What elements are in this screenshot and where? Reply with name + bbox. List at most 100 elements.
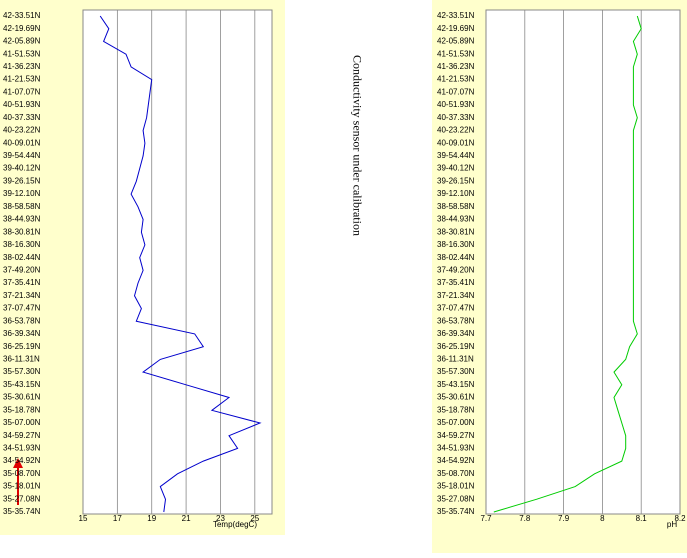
y-tick-label: 40-37.33N [437, 113, 475, 122]
note: Conductivity sensor under calibration [350, 55, 364, 236]
profile-line [99, 15, 262, 513]
plot-area [485, 9, 681, 515]
y-tick-label: 37-49.20N [3, 265, 41, 274]
y-tick-label: 40-23.22N [437, 126, 475, 135]
y-tick-label: 38-44.93N [3, 215, 41, 224]
x-tick-label: 25 [250, 514, 259, 523]
y-tick-label: 40-23.22N [3, 126, 41, 135]
y-tick-label: 41-51.53N [437, 49, 475, 58]
y-tick-label: 35-30.61N [3, 393, 41, 402]
y-tick-label: 37-21.34N [3, 291, 41, 300]
y-tick-label: 37-35.41N [437, 278, 475, 287]
y-tick-label: 42-19.69N [3, 24, 41, 33]
x-tick-label: 8.1 [636, 514, 648, 523]
x-tick-label: 17 [113, 514, 122, 523]
y-tick-label: 34-59.27N [437, 431, 475, 440]
y-tick-label: 40-51.93N [3, 100, 41, 109]
y-tick-label: 38-58.58N [3, 202, 41, 211]
x-tick-label: 8.2 [674, 514, 686, 523]
y-tick-label: 39-26.15N [3, 176, 41, 185]
y-tick-label: 41-21.53N [437, 75, 475, 84]
x-tick-label: 7.9 [558, 514, 570, 523]
y-tick-label: 36-39.34N [3, 329, 41, 338]
y-tick-label: 39-12.10N [3, 189, 41, 198]
x-tick-label: 19 [147, 514, 156, 523]
y-tick-label: 42-33.51N [3, 11, 41, 20]
y-tick-label: 35-18.78N [3, 405, 41, 414]
y-tick-label: 35-43.15N [437, 380, 475, 389]
y-tick-label: 35-27.08N [437, 494, 475, 503]
y-tick-label: 38-02.44N [437, 253, 475, 262]
plot-area [82, 9, 273, 515]
y-tick-label: 36-53.78N [3, 316, 41, 325]
y-tick-label: 40-09.01N [437, 138, 475, 147]
y-tick-label: 36-11.31N [3, 354, 40, 363]
y-tick-label: 38-16.30N [3, 240, 41, 249]
y-tick-label: 34-51.93N [3, 444, 41, 453]
y-tick-label: 35-43.15N [3, 380, 41, 389]
y-tick-label: 41-51.53N [3, 49, 41, 58]
y-tick-label: 34-59.27N [3, 431, 41, 440]
x-tick-label: 7.7 [480, 514, 492, 523]
y-tick-label: 38-16.30N [437, 240, 475, 249]
y-tick-label: 37-07.47N [3, 304, 41, 313]
y-tick-label: 35-18.78N [437, 405, 475, 414]
y-tick-label: 35-08.70N [3, 469, 41, 478]
x-tick-label: 7.8 [519, 514, 531, 523]
y-tick-label: 38-02.44N [3, 253, 41, 262]
y-tick-label: 39-54.44N [3, 151, 41, 160]
x-tick-label: 21 [182, 514, 191, 523]
y-tick-label: 41-07.07N [437, 87, 475, 96]
y-tick-label: 40-51.93N [437, 100, 475, 109]
y-tick-label: 35-27.08N [3, 494, 41, 503]
y-tick-label: 35-35.74N [437, 507, 475, 516]
y-tick-label: 40-09.01N [3, 138, 41, 147]
y-tick-label: 35-08.70N [437, 469, 475, 478]
y-tick-label: 35-07.00N [437, 418, 475, 427]
y-tick-label: 34-54.92N [437, 456, 475, 465]
y-tick-label: 35-18.01N [437, 482, 475, 491]
y-tick-label: 35-30.61N [437, 393, 475, 402]
y-tick-label: 34-54.92N [3, 456, 41, 465]
y-tick-label: 38-30.81N [3, 227, 41, 236]
y-tick-label: 39-54.44N [437, 151, 475, 160]
y-tick-label: 35-57.30N [3, 367, 41, 376]
x-tick-label: 23 [216, 514, 225, 523]
y-tick-label: 39-40.12N [3, 164, 41, 173]
x-axis-label: Temp(degC) [213, 520, 257, 529]
y-tick-label: 37-07.47N [437, 304, 475, 313]
x-tick-label: 15 [79, 514, 88, 523]
y-tick-label: 34-51.93N [437, 444, 475, 453]
y-tick-label: 38-30.81N [437, 227, 475, 236]
y-tick-label: 41-36.23N [437, 62, 475, 71]
y-tick-label: 39-40.12N [437, 164, 475, 173]
y-tick-label: 35-57.30N [437, 367, 475, 376]
y-tick-label: 35-35.74N [3, 507, 41, 516]
y-tick-label: 39-26.15N [437, 176, 475, 185]
y-tick-label: 36-39.34N [437, 329, 475, 338]
x-axis-label: pH [667, 520, 677, 529]
y-tick-label: 41-07.07N [3, 87, 41, 96]
y-tick-label: 36-53.78N [437, 316, 475, 325]
y-tick-label: 42-33.51N [437, 11, 475, 20]
y-tick-label: 37-21.34N [437, 291, 475, 300]
y-tick-label: 35-07.00N [3, 418, 41, 427]
y-tick-label: 36-25.19N [3, 342, 41, 351]
y-tick-label: 41-21.53N [3, 75, 41, 84]
y-tick-label: 39-12.10N [437, 189, 475, 198]
y-tick-label: 42-19.69N [437, 24, 475, 33]
y-tick-label: 35-18.01N [3, 482, 41, 491]
y-tick-label: 41-36.23N [3, 62, 41, 71]
y-tick-label: 38-58.58N [437, 202, 475, 211]
y-tick-label: 40-37.33N [3, 113, 41, 122]
y-tick-label: 38-44.93N [437, 215, 475, 224]
profile-line [493, 15, 642, 513]
y-tick-label: 42-05.89N [3, 37, 41, 46]
y-tick-label: 37-35.41N [3, 278, 41, 287]
y-tick-label: 36-25.19N [437, 342, 475, 351]
arrow-head [13, 458, 23, 468]
y-tick-label: 42-05.89N [437, 37, 475, 46]
x-tick-label: 8 [600, 514, 605, 523]
y-tick-label: 36-11.31N [437, 354, 474, 363]
